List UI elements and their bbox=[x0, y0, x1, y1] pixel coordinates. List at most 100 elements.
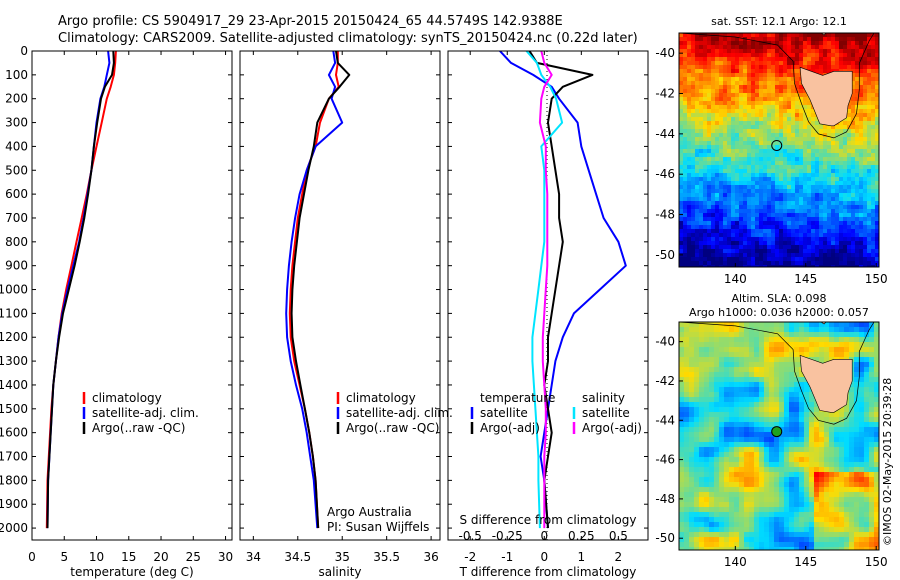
heatmap-cell bbox=[871, 149, 876, 154]
heatmap-cell bbox=[751, 137, 756, 142]
heatmap-cell bbox=[751, 169, 756, 174]
heatmap-cell bbox=[771, 73, 776, 78]
heatmap-cell bbox=[774, 517, 780, 523]
heatmap-cell bbox=[747, 97, 752, 102]
heatmap-cell bbox=[871, 201, 876, 206]
heatmap-cell bbox=[854, 327, 860, 333]
heatmap-cell bbox=[829, 337, 835, 343]
heatmap-cell bbox=[859, 377, 865, 383]
heatmap-cell bbox=[747, 33, 752, 38]
heatmap-cell bbox=[739, 402, 745, 408]
heatmap-cell bbox=[794, 367, 800, 373]
heatmap-cell bbox=[724, 412, 730, 418]
heatmap-cell bbox=[855, 237, 860, 242]
heatmap-cell bbox=[709, 397, 715, 403]
heatmap-cell bbox=[771, 169, 776, 174]
heatmap-cell bbox=[743, 33, 748, 38]
heatmap-cell bbox=[875, 77, 879, 82]
heatmap-cell bbox=[854, 377, 860, 383]
heatmap-cell bbox=[763, 45, 768, 50]
heatmap-cell bbox=[807, 181, 812, 186]
heatmap-cell bbox=[839, 149, 844, 154]
heatmap-cell bbox=[719, 77, 724, 82]
heatmap-cell bbox=[839, 502, 845, 508]
heatmap-cell bbox=[739, 57, 744, 62]
heatmap-cell bbox=[723, 241, 728, 246]
heatmap-cell bbox=[707, 205, 712, 210]
heatmap-cell bbox=[799, 53, 804, 58]
heatmap-cell bbox=[714, 447, 720, 453]
salinity-legend: climatology satellite-adj. clim. Argo(..… bbox=[336, 391, 453, 435]
heatmap-cell bbox=[779, 105, 784, 110]
heatmap-cell bbox=[695, 261, 700, 266]
heatmap-cell bbox=[729, 392, 735, 398]
heatmap-cell bbox=[874, 397, 879, 403]
heatmap-cell bbox=[747, 185, 752, 190]
heatmap-cell bbox=[859, 45, 864, 50]
heatmap-cell bbox=[759, 362, 765, 368]
heatmap-cell bbox=[831, 141, 836, 146]
heatmap-cell bbox=[815, 189, 820, 194]
heatmap-cell bbox=[711, 149, 716, 154]
heatmap-cell bbox=[823, 181, 828, 186]
heatmap-cell bbox=[764, 482, 770, 488]
heatmap-cell bbox=[679, 113, 684, 118]
heatmap-cell bbox=[739, 217, 744, 222]
heatmap-cell bbox=[769, 497, 775, 503]
heatmap-cell bbox=[707, 37, 712, 42]
heatmap-cell bbox=[823, 149, 828, 154]
heatmap-cell bbox=[863, 85, 868, 90]
heatmap-cell bbox=[719, 33, 724, 38]
heatmap-cell bbox=[851, 157, 856, 162]
heatmap-cell bbox=[689, 412, 695, 418]
heatmap-cell bbox=[734, 442, 740, 448]
heatmap-cell bbox=[763, 149, 768, 154]
heatmap-cell bbox=[864, 477, 870, 483]
heatmap-cell bbox=[807, 213, 812, 218]
heatmap-cell bbox=[843, 197, 848, 202]
heatmap-cell bbox=[819, 417, 825, 423]
heatmap-cell bbox=[679, 65, 684, 70]
heatmap-cell bbox=[759, 177, 764, 182]
heatmap-cell bbox=[843, 181, 848, 186]
heatmap-cell bbox=[771, 89, 776, 94]
heatmap-cell bbox=[759, 45, 764, 50]
heatmap-cell bbox=[875, 257, 879, 262]
heatmap-cell bbox=[811, 61, 816, 66]
heatmap-cell bbox=[719, 527, 725, 533]
heatmap-cell bbox=[729, 382, 735, 388]
heatmap-cell bbox=[794, 377, 800, 383]
heatmap-cell bbox=[803, 245, 808, 250]
heatmap-cell bbox=[715, 105, 720, 110]
heatmap-cell bbox=[731, 237, 736, 242]
heatmap-cell bbox=[743, 113, 748, 118]
heatmap-cell bbox=[709, 492, 715, 498]
heatmap-cell bbox=[747, 81, 752, 86]
heatmap-cell bbox=[691, 65, 696, 70]
heatmap-cell bbox=[707, 53, 712, 58]
heatmap-cell bbox=[795, 241, 800, 246]
heatmap-cell bbox=[794, 347, 800, 353]
heatmap-cell bbox=[787, 261, 792, 266]
heatmap-cell bbox=[767, 53, 772, 58]
heatmap-cell bbox=[803, 33, 808, 38]
heatmap-cell bbox=[751, 97, 756, 102]
heatmap-cell bbox=[679, 229, 684, 234]
heatmap-cell bbox=[704, 427, 710, 433]
heatmap-cell bbox=[859, 125, 864, 130]
heatmap-cell bbox=[769, 507, 775, 513]
heatmap-cell bbox=[683, 85, 688, 90]
heatmap-cell bbox=[783, 61, 788, 66]
heatmap-cell bbox=[774, 377, 780, 383]
heatmap-cell bbox=[771, 149, 776, 154]
heatmap-cell bbox=[827, 241, 832, 246]
heatmap-cell bbox=[814, 432, 820, 438]
heatmap-cell bbox=[823, 53, 828, 58]
heatmap-cell bbox=[824, 482, 830, 488]
heatmap-cell bbox=[839, 261, 844, 266]
heatmap-cell bbox=[783, 209, 788, 214]
heatmap-cell bbox=[799, 372, 805, 378]
heatmap-cell bbox=[699, 65, 704, 70]
heatmap-cell bbox=[875, 241, 879, 246]
heatmap-cell bbox=[699, 372, 705, 378]
